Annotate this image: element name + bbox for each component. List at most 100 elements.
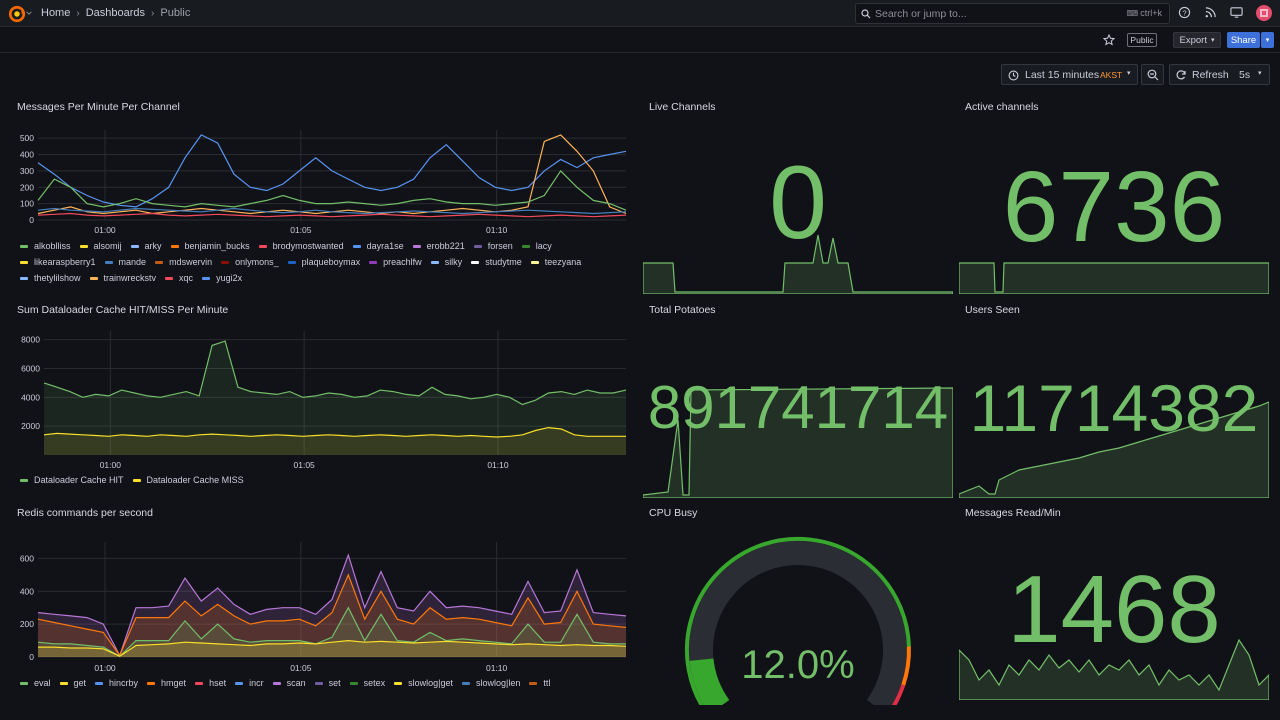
legend-item[interactable]: benjamin_bucks <box>170 238 250 254</box>
legend-swatch <box>20 478 28 482</box>
series-area-hmget <box>38 574 626 657</box>
x-tick-label: 01:00 <box>94 663 116 673</box>
legend-label: mdswervin <box>169 257 213 267</box>
monitor-icon[interactable] <box>1230 6 1243 19</box>
help-icon[interactable]: ? <box>1178 6 1191 19</box>
keyboard-icon: ⌨ <box>1126 9 1141 18</box>
time-range-picker[interactable]: Last 15 minutes AKST ▾ <box>1001 64 1138 85</box>
panel-title-messages-read: Messages Read/Min <box>965 507 1061 519</box>
legend-item[interactable]: setex <box>349 675 385 691</box>
legend-item[interactable]: erobb221 <box>412 238 465 254</box>
legend-item[interactable]: onlymons_ <box>221 254 279 270</box>
zoom-out-button[interactable] <box>1141 64 1164 85</box>
legend-label: hincrby <box>109 678 139 688</box>
legend-item[interactable]: Dataloader Cache MISS <box>132 472 244 488</box>
grafana-logo-icon[interactable] <box>8 5 26 23</box>
breadcrumb-dashboards[interactable]: Dashboards <box>85 7 146 19</box>
avatar[interactable] <box>1256 5 1272 21</box>
legend-item[interactable]: brodymostwanted <box>258 238 344 254</box>
legend-item[interactable]: teezyana <box>530 254 582 270</box>
share-menu-button[interactable]: ▾ <box>1261 32 1274 48</box>
series-line-Dataloader Cache MISS[interactable] <box>43 426 626 438</box>
legend-label: mande <box>118 257 147 267</box>
legend-item[interactable]: slowlog|get <box>394 675 453 691</box>
legend-item[interactable]: ttl <box>529 675 550 691</box>
legend-item[interactable]: arky <box>130 238 162 254</box>
legend-item[interactable]: Dataloader Cache HIT <box>20 472 124 488</box>
legend-item[interactable]: xqc <box>165 270 193 286</box>
series-line-eval[interactable] <box>37 606 626 657</box>
legend-item[interactable]: silky <box>430 254 462 270</box>
x-tick-label: 01:00 <box>100 460 122 470</box>
legend-item[interactable]: studytme <box>471 254 522 270</box>
breadcrumb-home[interactable]: Home <box>41 7 71 19</box>
legend-swatch <box>430 260 439 264</box>
series-line-hmget[interactable] <box>37 573 627 657</box>
users-seen-sparkline <box>959 401 1269 498</box>
refresh-button[interactable]: Refresh 5s ▾ <box>1169 64 1270 85</box>
series-line-alkoblliss[interactable] <box>37 169 627 211</box>
redis-chart[interactable]: 0 200 400 600 01:00 01:05 01:10 <box>0 537 640 675</box>
search-input[interactable]: Search or jump to... ⌨ ctrl+k <box>855 3 1170 24</box>
zoom-out-icon <box>1147 69 1159 81</box>
legend-item[interactable]: get <box>59 675 86 691</box>
legend-item[interactable]: dayra1se <box>352 238 404 254</box>
legend-label: scan <box>286 678 306 688</box>
legend-item[interactable]: lacy <box>521 238 552 254</box>
legend-item[interactable]: scan <box>272 675 306 691</box>
search-placeholder: Search or jump to... <box>875 8 967 20</box>
legend-item[interactable]: eval <box>20 675 51 691</box>
rss-icon[interactable] <box>1204 6 1217 19</box>
public-badge: Public <box>1127 33 1157 47</box>
legend-item[interactable]: slowlog|len <box>462 675 520 691</box>
legend-item[interactable]: plaqueboymax <box>287 254 360 270</box>
legend-swatch <box>314 681 323 685</box>
legend-label: arky <box>144 241 162 251</box>
legend-swatch <box>20 276 28 280</box>
legend-label: eval <box>34 678 51 688</box>
legend-swatch <box>272 681 281 685</box>
legend-item[interactable]: preachlfw <box>369 254 422 270</box>
gauge-threshold-orange <box>901 646 911 686</box>
legend-item[interactable]: likearaspberry1 <box>20 254 96 270</box>
series-line-get[interactable] <box>38 639 627 657</box>
legend-item[interactable]: mande <box>104 254 147 270</box>
legend-label: benjamin_bucks <box>184 241 250 251</box>
legend-item[interactable]: trainwreckstv <box>89 270 156 286</box>
dataloader-chart[interactable]: 2000 4000 6000 8000 01:00 01:05 01:10 <box>0 325 640 473</box>
series-line-scan[interactable] <box>37 553 627 657</box>
live-channels-value: 0 <box>769 145 827 261</box>
legend-item[interactable]: incr <box>235 675 264 691</box>
legend-label: teezyana <box>544 257 582 267</box>
legend-item[interactable]: hmget <box>147 675 186 691</box>
legend-item[interactable]: thetylilshow <box>20 270 81 286</box>
export-button[interactable]: Export ▾ <box>1173 32 1221 48</box>
legend-item[interactable]: set <box>314 675 341 691</box>
legend-item[interactable]: alsomij <box>79 238 122 254</box>
legend-label: studytme <box>485 257 522 267</box>
star-icon[interactable] <box>1103 34 1115 46</box>
series-line-dayra1se[interactable] <box>37 134 627 208</box>
refresh-interval[interactable]: 5s <box>1239 69 1251 81</box>
chevron-down-icon[interactable] <box>26 10 32 16</box>
series-line-mande[interactable] <box>37 207 627 215</box>
legend-label: preachlfw <box>383 257 422 267</box>
series-line-xqc[interactable] <box>37 212 627 218</box>
legend-item[interactable]: forsen <box>473 238 513 254</box>
legend-item[interactable]: hset <box>195 675 226 691</box>
legend-item[interactable]: alkoblliss <box>20 238 71 254</box>
legend-swatch <box>530 260 539 264</box>
cpu-busy-gauge <box>684 536 911 705</box>
share-button[interactable]: Share <box>1227 32 1260 48</box>
series-line-Dataloader Cache HIT[interactable] <box>43 340 627 406</box>
panel-title-total-potatoes: Total Potatoes <box>649 304 716 316</box>
x-tick-label: 01:10 <box>486 663 508 673</box>
legend-item[interactable]: yugi2x <box>202 270 242 286</box>
legend-item[interactable]: hincrby <box>95 675 138 691</box>
legend-item[interactable]: mdswervin <box>155 254 212 270</box>
messages-per-minute-chart[interactable]: 0 100 200 300 400 500 01:00 01:05 01:10 <box>0 120 640 238</box>
legend-label: brodymostwanted <box>272 241 344 251</box>
chevron-down-icon: ▾ <box>1210 37 1215 44</box>
messages-read-value: 1468 <box>1007 556 1221 663</box>
legend-label: Dataloader Cache HIT <box>34 475 124 485</box>
